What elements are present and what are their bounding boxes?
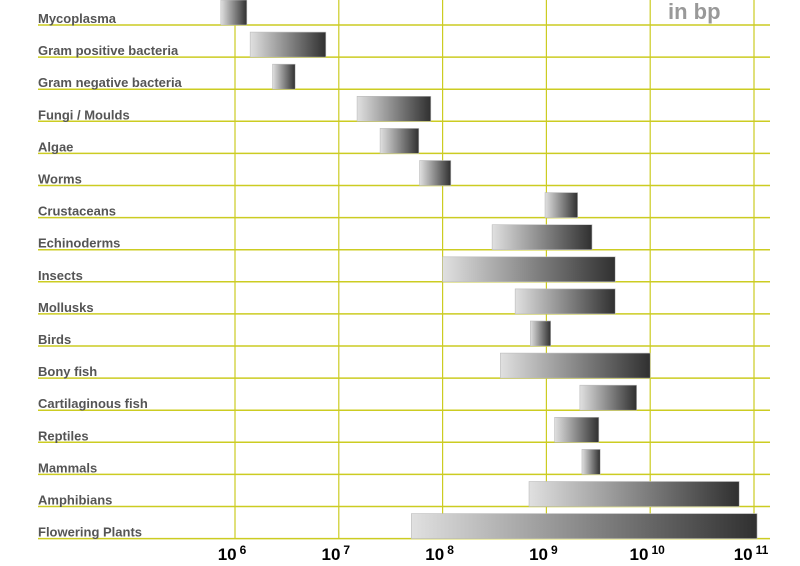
range-bar — [272, 63, 296, 90]
x-tick-label: 10 6 — [218, 543, 247, 564]
x-tick-label: 10 8 — [425, 543, 454, 564]
range-bar — [579, 384, 637, 411]
range-bar — [528, 481, 740, 507]
category-label: Flowering Plants — [38, 525, 142, 540]
range-bar — [514, 288, 616, 315]
range-bar — [379, 128, 420, 154]
range-bar — [581, 449, 601, 475]
range-bar — [411, 513, 758, 539]
category-label: Reptiles — [38, 428, 89, 443]
category-label: Cartilaginous fish — [38, 396, 148, 411]
category-label: Insects — [38, 268, 83, 283]
category-label: Mollusks — [38, 300, 94, 315]
range-bar — [419, 160, 452, 186]
category-label: Bony fish — [38, 364, 97, 379]
category-label: Worms — [38, 172, 82, 187]
category-label: Echinoderms — [38, 236, 120, 251]
x-tick-label: 10 11 — [734, 543, 769, 564]
range-bar — [442, 256, 616, 283]
category-label: Algae — [38, 139, 73, 154]
x-tick-label: 10 10 — [630, 543, 666, 564]
range-bar — [491, 224, 593, 250]
category-label: Gram negative bacteria — [38, 75, 183, 90]
range-bar — [220, 0, 248, 26]
range-bar — [554, 416, 600, 443]
category-label: Birds — [38, 332, 71, 347]
x-tick-label: 10 9 — [529, 543, 558, 564]
range-bar — [356, 96, 432, 122]
category-label: Crustaceans — [38, 204, 116, 219]
category-label: Mycoplasma — [38, 11, 117, 26]
category-label: Gram positive bacteria — [38, 43, 179, 58]
x-tick-label: 10 7 — [321, 543, 350, 564]
category-label: Amphibians — [38, 493, 112, 508]
category-label: Fungi / Moulds — [38, 107, 130, 122]
category-label: Mammals — [38, 460, 97, 475]
range-bar — [544, 192, 578, 218]
range-bar — [500, 352, 651, 379]
range-bar — [249, 31, 327, 58]
range-bar — [530, 320, 551, 347]
unit-label: in bp — [668, 0, 721, 24]
